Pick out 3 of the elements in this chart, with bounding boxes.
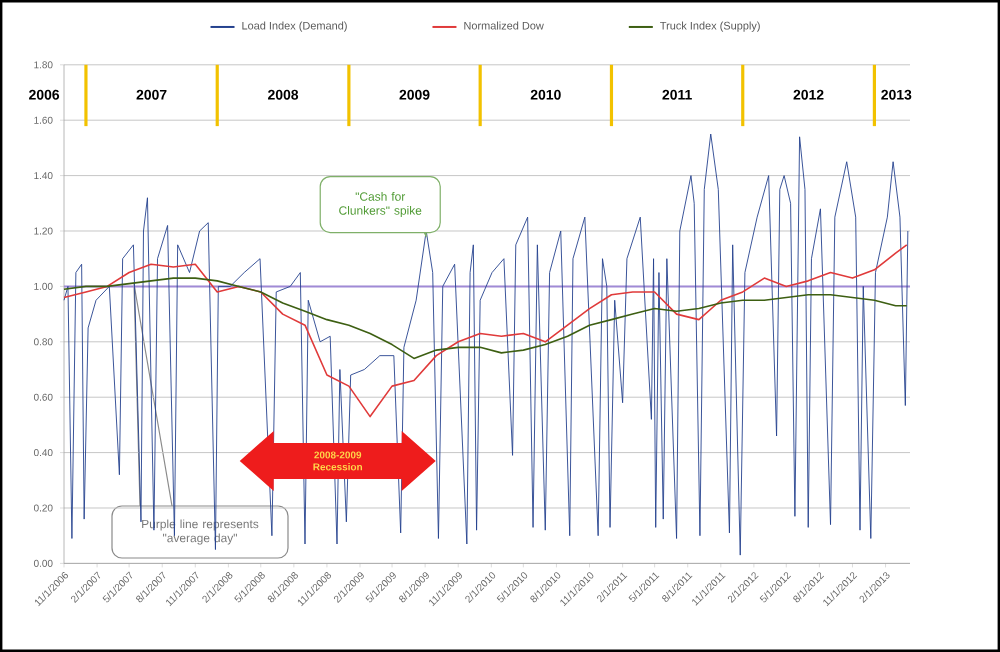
line-series bbox=[63, 277, 908, 360]
line-series bbox=[63, 244, 908, 418]
line-series bbox=[63, 133, 909, 556]
